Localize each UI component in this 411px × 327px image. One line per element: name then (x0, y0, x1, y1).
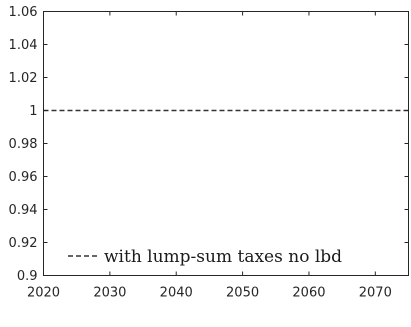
y-tick-label: 1.02 (9, 71, 38, 86)
x-tick-label: 2050 (226, 286, 259, 301)
plot-area (43, 11, 409, 275)
y-tick-label: 0.96 (9, 170, 38, 185)
y-tick-label: 0.98 (9, 137, 38, 152)
y-tick-label: 0.94 (9, 203, 38, 218)
y-tick-label: 0.92 (9, 236, 38, 251)
x-tick-label: 2040 (160, 286, 193, 301)
y-tick-label: 1.04 (9, 38, 38, 53)
plot-frame (43, 11, 409, 276)
x-tick-label: 2030 (93, 286, 126, 301)
ticks-layer: 0.9 0.92 0.94 0.96 0.98 1 1.02 1.04 1.06 2020 2030… (9, 5, 409, 301)
y-tick-label: 0.9 (17, 269, 38, 284)
legend-label: with lump-sum taxes no lbd (104, 247, 342, 267)
y-tick-label: 1.06 (9, 5, 38, 20)
legend: with lump-sum taxes no lbd (68, 247, 342, 267)
x-tick-label: 2020 (27, 286, 60, 301)
y-tick-label: 1 (29, 104, 37, 119)
x-tick-label: 2060 (292, 286, 325, 301)
x-tick-label: 2070 (359, 286, 392, 301)
